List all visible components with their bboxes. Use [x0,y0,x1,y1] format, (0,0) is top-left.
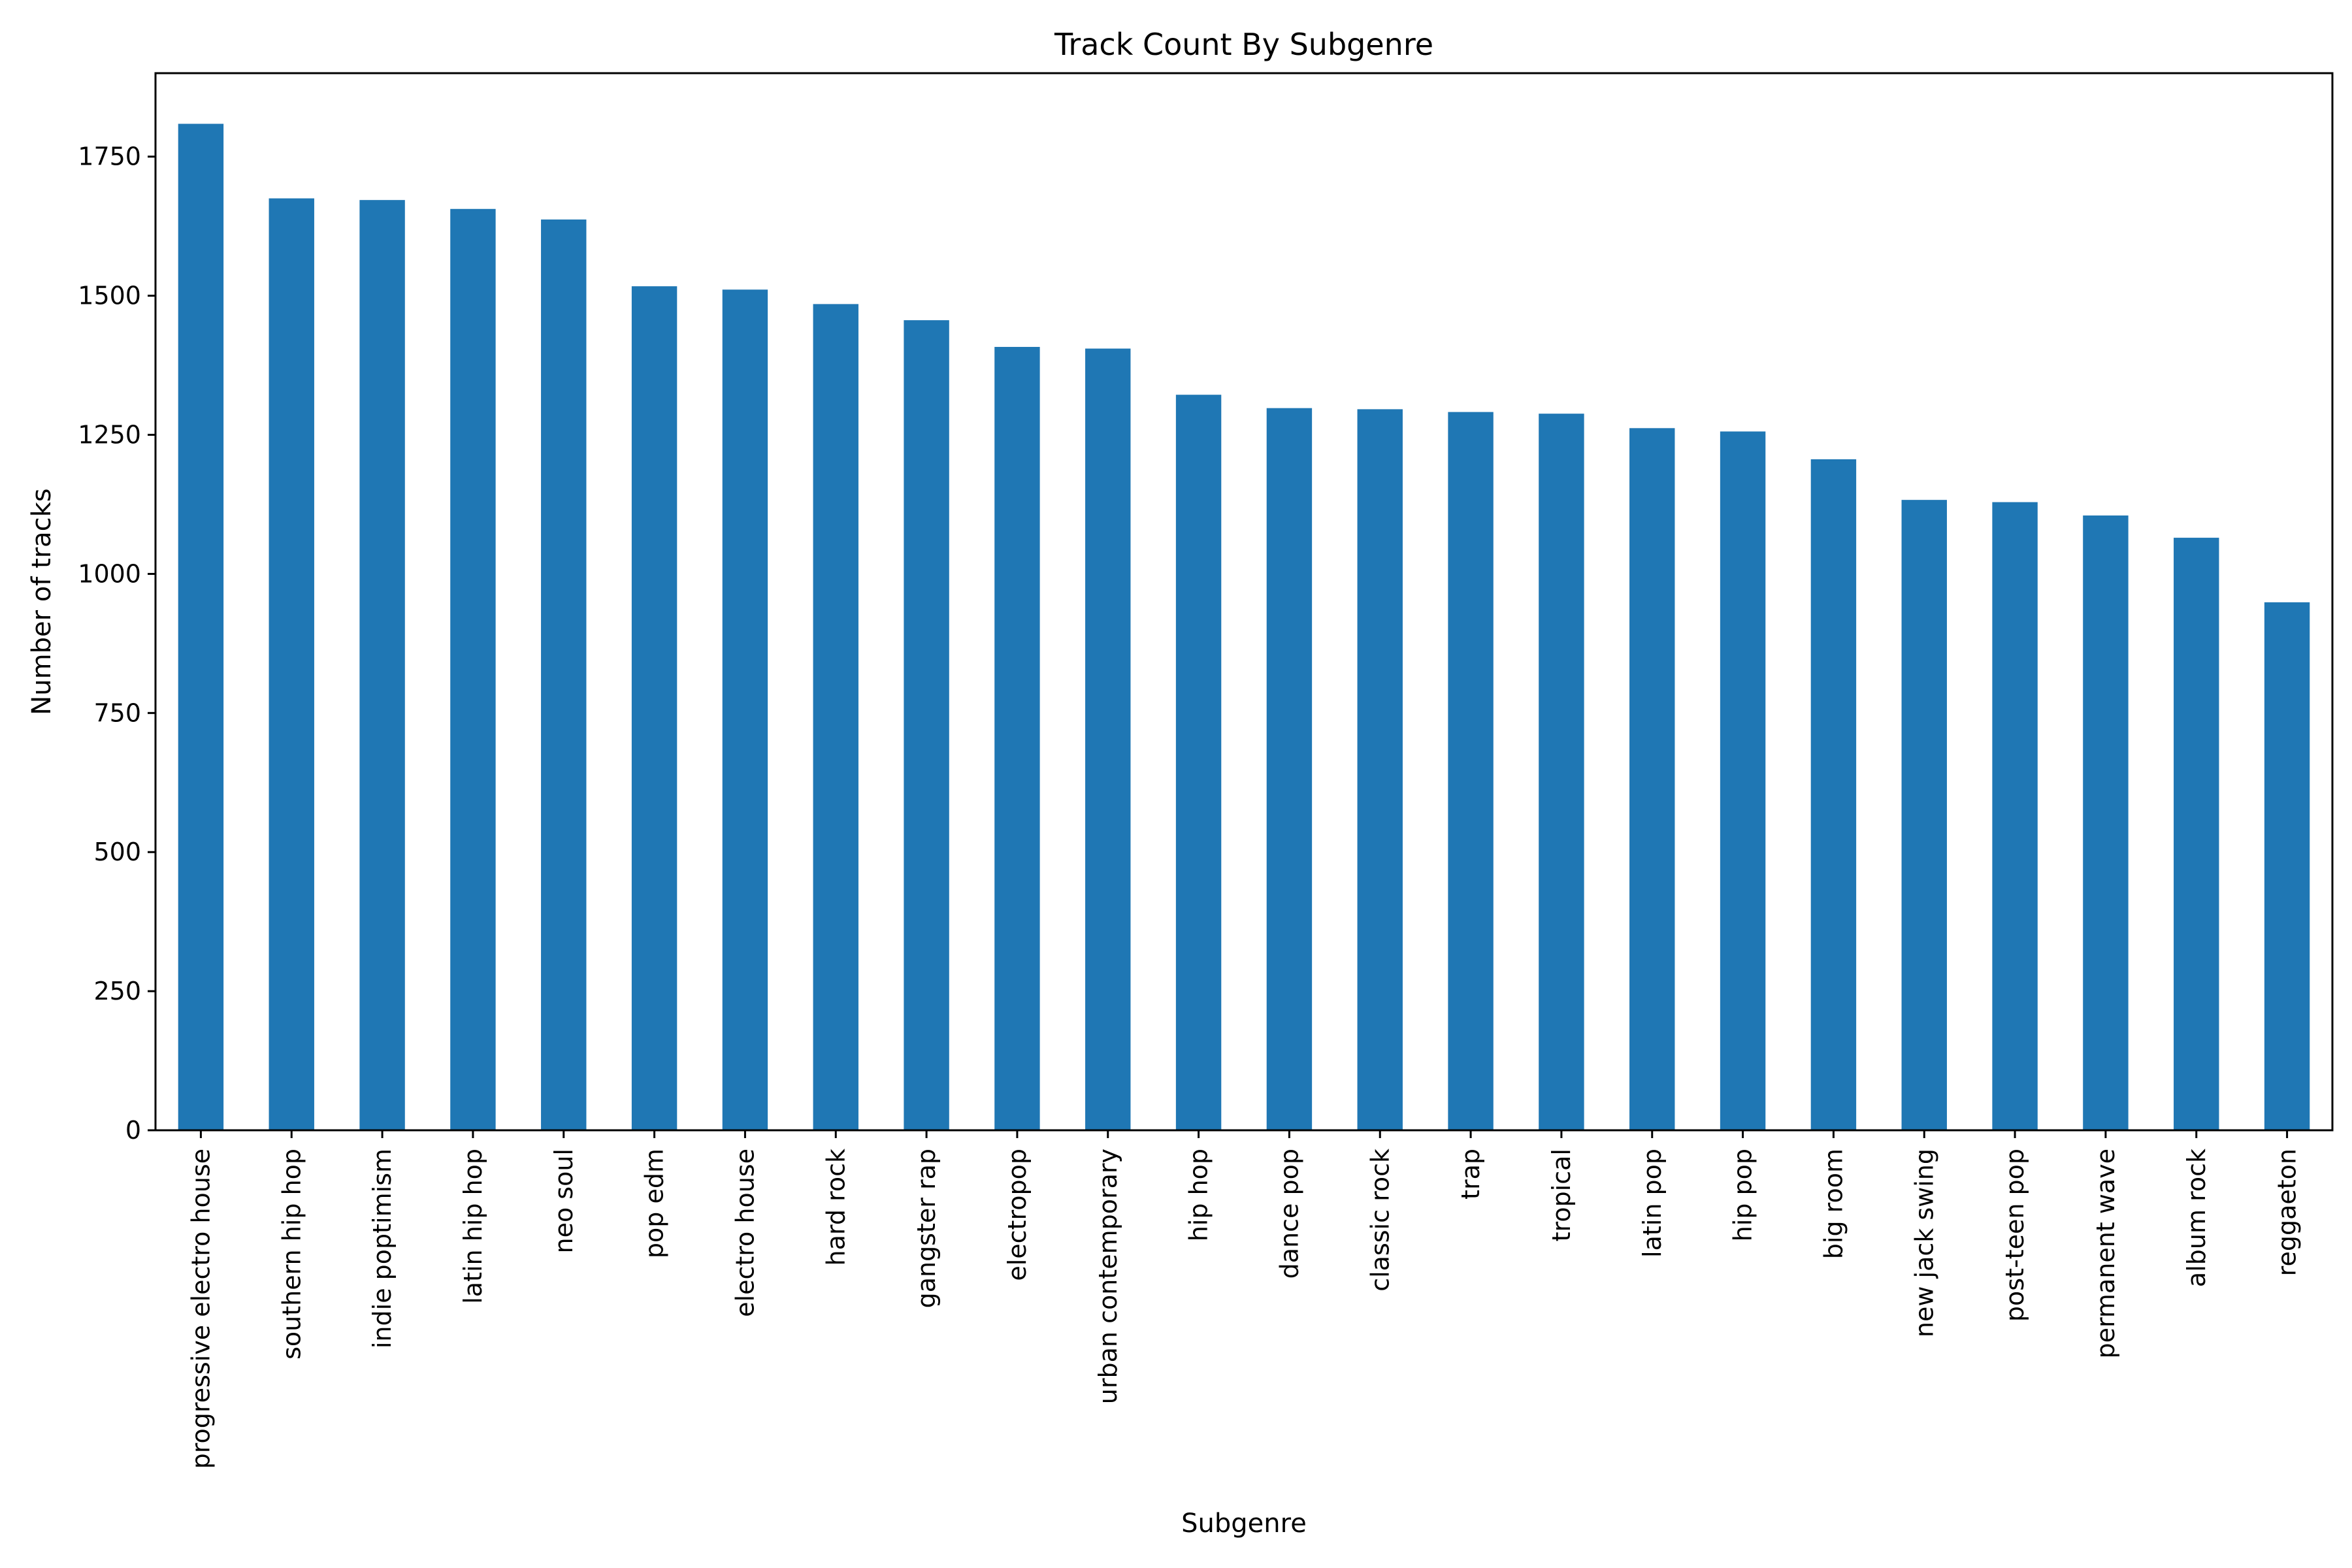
bar-dance-pop [1266,408,1313,1130]
bar-electropop [994,346,1040,1131]
y-axis-label: Number of tracks [27,488,57,715]
bar-gangster-rap [904,320,949,1130]
y-tick-label: 750 [93,698,141,727]
bar-pop-edm [631,286,678,1130]
y-tick-label: 1750 [78,142,141,171]
x-tick-label: progressive electro house [186,1149,215,1469]
x-tick-label: trap [1456,1149,1485,1200]
x-tick-label: post-teen pop [2001,1149,2029,1322]
x-tick-label: pop edm [640,1149,669,1258]
bar-progressive-electro-house [178,123,224,1131]
x-tick-label: hip pop [1729,1149,1757,1241]
y-tick-label: 0 [125,1116,141,1145]
bar-new-jack-swing [1901,500,1947,1130]
bar-electro-house [722,289,768,1131]
bar-permanent-wave [2083,515,2129,1130]
x-tick-label: southern hip hop [277,1149,306,1360]
bar-hip-hop [1175,395,1222,1130]
x-tick-label: electro house [730,1149,759,1317]
y-tick-label: 500 [93,838,141,866]
bar-urban-contemporary [1085,348,1131,1131]
chart-title: Track Count By Subgenre [1054,27,1433,62]
bar-hard-rock [813,304,858,1130]
x-tick-label: urban contemporary [1094,1149,1122,1404]
bars-group [178,123,2310,1131]
x-tick-label: electropop [1003,1149,1032,1281]
bar-indie-poptimism [359,200,405,1130]
bar-trap [1448,412,1494,1130]
bar-southern-hip-hop [269,198,314,1131]
x-tick-label: reggaeton [2273,1149,2302,1276]
bar-tropical [1539,414,1584,1131]
bar-reggaeton [2264,602,2310,1130]
y-tick-label: 250 [93,977,141,1005]
x-tick-label: hard rock [821,1149,850,1266]
x-axis-ticks: progressive electro house southern hip ho… [186,1130,2302,1469]
x-tick-label: classic rock [1365,1149,1394,1292]
plot-area-frame [154,72,2334,1132]
bar-hip-pop [1720,431,1766,1130]
x-tick-label: album rock [2182,1149,2211,1287]
y-tick-label: 1000 [78,559,141,588]
bar-latin-hip-hop [450,208,496,1130]
x-tick-label: neo soul [549,1149,578,1253]
x-axis-label: Subgenre [1181,1509,1307,1539]
bar-neo-soul [541,219,587,1130]
x-tick-label: gangster rap [912,1149,941,1308]
y-tick-label: 1250 [78,421,141,449]
x-tick-label: big room [1819,1149,1848,1259]
x-tick-label: latin hip hop [459,1149,487,1304]
bar-big-room [1810,459,1857,1130]
bar-classic-rock [1357,409,1403,1130]
x-tick-label: tropical [1547,1149,1576,1241]
bar-album-rock [2174,538,2219,1130]
x-tick-label: indie poptimism [368,1149,397,1348]
x-tick-label: latin pop [1638,1149,1667,1258]
y-tick-label: 1500 [78,282,141,310]
bar-latin-pop [1629,428,1675,1130]
x-tick-label: new jack swing [1910,1149,1938,1337]
x-tick-label: hip hop [1184,1149,1213,1241]
x-tick-label: dance pop [1275,1149,1303,1279]
y-axis-ticks: 0 250 500 750 1000 1250 1500 1750 [78,142,155,1145]
x-tick-label: permanent wave [2091,1149,2120,1359]
bar-post-teen-pop [1992,502,2038,1130]
